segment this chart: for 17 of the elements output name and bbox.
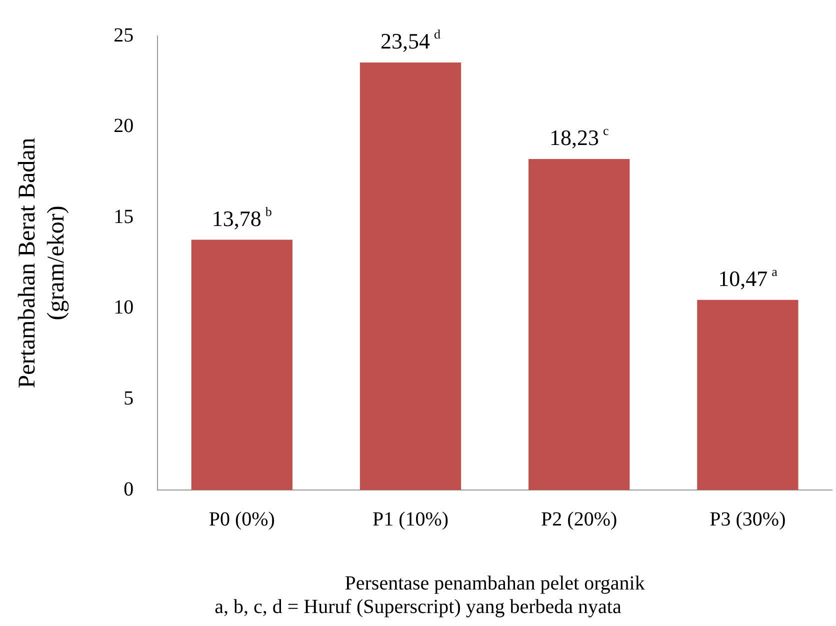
bar [360, 62, 462, 490]
y-axis-title: Pertambahan Berat Badan (gram/ekor) [14, 138, 70, 388]
x-tick-label: P2 (20%) [541, 508, 618, 530]
bar [697, 300, 798, 490]
bar [528, 158, 630, 490]
y-tick-label: 25 [114, 24, 134, 46]
text: a, b, c, d = Huruf (Superscript) yang berbeda nyata [214, 596, 622, 619]
y-tick-label: 10 [114, 296, 134, 319]
x-tick-label: P0 (0%) [208, 508, 275, 530]
x-axis-title: Persentase penambahan pelet organik [344, 572, 645, 594]
y-tick-label: 5 [124, 387, 134, 410]
y-tick-label: 20 [114, 115, 134, 138]
bar [191, 240, 292, 490]
x-tick-label: P1 (10%) [372, 508, 449, 530]
x-tick-label: P3 (30%) [710, 508, 786, 530]
y-tick-label: 0 [124, 478, 134, 500]
y-tick-label: 15 [114, 206, 134, 228]
